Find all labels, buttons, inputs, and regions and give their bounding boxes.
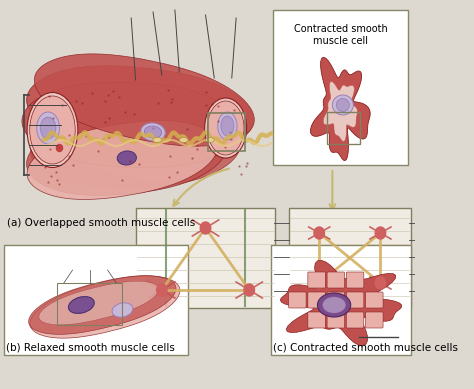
FancyBboxPatch shape — [4, 245, 188, 355]
Ellipse shape — [332, 95, 353, 115]
Polygon shape — [310, 57, 370, 161]
FancyBboxPatch shape — [289, 208, 411, 308]
Circle shape — [375, 277, 386, 289]
FancyBboxPatch shape — [365, 312, 383, 328]
Ellipse shape — [68, 296, 94, 314]
FancyBboxPatch shape — [308, 292, 325, 308]
Polygon shape — [34, 54, 254, 146]
FancyBboxPatch shape — [136, 208, 275, 308]
Ellipse shape — [336, 98, 349, 112]
Ellipse shape — [112, 303, 133, 317]
Polygon shape — [22, 82, 240, 168]
Polygon shape — [30, 276, 180, 338]
Text: (b) Relaxed smooth muscle cells: (b) Relaxed smooth muscle cells — [6, 342, 175, 352]
FancyBboxPatch shape — [308, 312, 325, 328]
Polygon shape — [31, 108, 240, 188]
Polygon shape — [27, 74, 218, 156]
Circle shape — [244, 284, 255, 296]
FancyBboxPatch shape — [327, 292, 345, 308]
FancyBboxPatch shape — [308, 272, 325, 288]
Polygon shape — [27, 114, 227, 195]
FancyBboxPatch shape — [327, 312, 345, 328]
Ellipse shape — [117, 151, 137, 165]
Ellipse shape — [40, 117, 56, 139]
Polygon shape — [27, 121, 218, 200]
FancyBboxPatch shape — [327, 272, 345, 288]
Circle shape — [156, 284, 167, 296]
Polygon shape — [280, 260, 401, 346]
FancyBboxPatch shape — [271, 245, 411, 355]
Circle shape — [56, 144, 63, 151]
FancyBboxPatch shape — [365, 292, 383, 308]
Ellipse shape — [36, 112, 59, 144]
Circle shape — [375, 227, 386, 239]
Ellipse shape — [153, 137, 162, 142]
Ellipse shape — [206, 137, 214, 142]
Ellipse shape — [323, 297, 346, 313]
Text: Contracted smooth
muscle cell: Contracted smooth muscle cell — [294, 24, 388, 46]
Text: (c) Contracted smooth muscle cells: (c) Contracted smooth muscle cells — [273, 342, 458, 352]
Ellipse shape — [207, 101, 244, 155]
FancyBboxPatch shape — [346, 272, 364, 288]
Ellipse shape — [221, 116, 234, 136]
Ellipse shape — [318, 293, 351, 317]
FancyBboxPatch shape — [346, 312, 364, 328]
Polygon shape — [323, 81, 357, 142]
Circle shape — [314, 277, 325, 289]
Polygon shape — [39, 281, 159, 325]
Polygon shape — [29, 98, 199, 182]
Circle shape — [314, 227, 325, 239]
Circle shape — [201, 222, 211, 234]
Ellipse shape — [141, 123, 165, 141]
FancyBboxPatch shape — [346, 292, 364, 308]
Ellipse shape — [218, 112, 237, 140]
Ellipse shape — [30, 96, 75, 164]
Ellipse shape — [179, 137, 188, 142]
FancyBboxPatch shape — [289, 292, 306, 308]
Ellipse shape — [144, 126, 162, 138]
Polygon shape — [28, 276, 176, 335]
FancyBboxPatch shape — [273, 10, 409, 165]
Ellipse shape — [27, 93, 78, 168]
Polygon shape — [27, 66, 253, 154]
Text: (a) Overlapped smooth muscle cells: (a) Overlapped smooth muscle cells — [7, 218, 195, 228]
Ellipse shape — [205, 98, 246, 158]
